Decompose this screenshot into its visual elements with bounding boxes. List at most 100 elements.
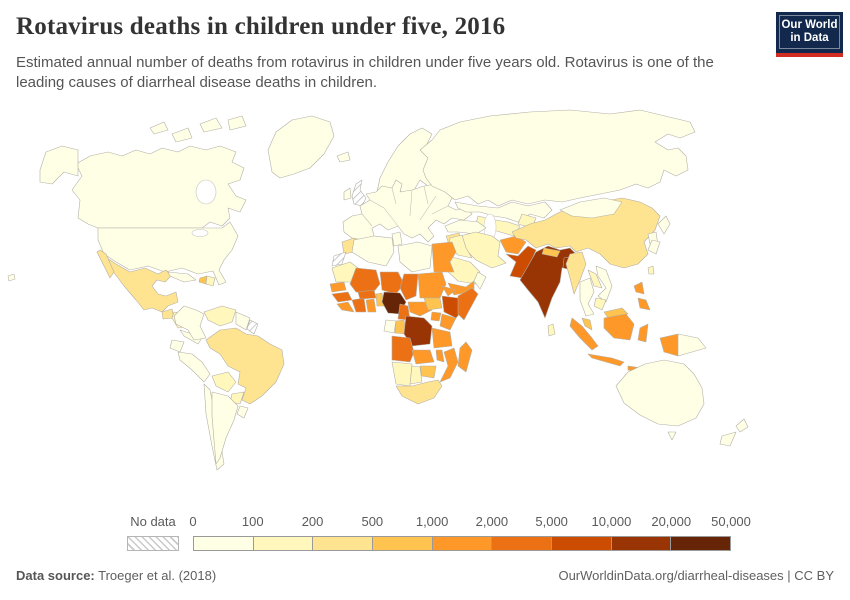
country-egypt[interactable] [431,241,457,273]
country-colombia[interactable] [173,305,207,341]
country-eritrea[interactable] [441,285,457,297]
country-canada-arctic[interactable] [171,127,193,143]
country-guyana-suriname[interactable] [235,311,251,331]
legend-bin[interactable] [313,537,374,550]
country-mexico[interactable] [103,255,179,313]
country-taiwan[interactable] [647,265,655,275]
country-dr-congo[interactable] [403,315,433,347]
country-alaska[interactable] [39,145,79,185]
country-canada[interactable] [71,145,247,229]
country-new-zealand[interactable] [719,431,737,447]
country-burkina-faso[interactable] [357,289,377,300]
country-uganda[interactable] [430,311,442,322]
legend-bin[interactable] [194,537,254,550]
country-kenya[interactable] [439,313,457,331]
legend-bin[interactable] [432,537,493,550]
country-mali[interactable] [349,267,381,295]
country-russia[interactable] [419,109,696,207]
country-french-guiana[interactable] [246,319,259,335]
country-indonesia-sumatra[interactable] [569,317,599,351]
legend-bin[interactable] [671,537,731,550]
country-greenland[interactable] [267,115,335,179]
country-cuba[interactable] [167,271,197,283]
country-indonesia-sulawesi[interactable] [637,323,649,343]
country-cambodia[interactable] [593,297,607,311]
country-angola[interactable] [391,335,415,363]
country-sierra-leone-liberia[interactable] [336,301,355,313]
country-peru[interactable] [177,351,211,383]
legend-bin[interactable] [373,537,433,550]
country-central-african-republic[interactable] [407,301,433,317]
country-south-africa[interactable] [395,379,443,405]
country-haiti[interactable] [198,275,208,285]
country-uruguay[interactable] [236,405,249,419]
country-algeria[interactable] [351,235,395,267]
country-malaysia-borneo[interactable] [603,307,629,319]
country-ecuador[interactable] [169,339,185,353]
country-philippines[interactable] [633,281,645,295]
country-mongolia[interactable] [559,197,623,219]
country-ireland[interactable] [343,187,352,201]
country-japan[interactable] [657,215,671,235]
country-thailand[interactable] [579,277,595,317]
country-malawi[interactable] [435,349,445,363]
country-iran[interactable] [459,231,507,269]
country-myanmar[interactable] [565,251,587,295]
country-turkey[interactable] [444,219,487,235]
country-senegal[interactable] [329,281,347,293]
country-venezuela[interactable] [203,305,237,327]
country-australia[interactable] [615,359,705,427]
country-hawaii[interactable] [7,273,16,282]
country-mozambique[interactable] [439,347,459,383]
country-kazakhstan[interactable] [454,201,553,223]
country-niger[interactable] [379,271,405,295]
country-nepal[interactable] [541,247,561,258]
country-indonesia-papua[interactable] [659,333,679,357]
country-laos[interactable] [587,269,603,289]
country-western-sahara[interactable] [331,251,347,267]
country-ghana[interactable] [365,298,377,313]
country-guinea[interactable] [331,291,353,303]
country-gabon[interactable] [383,319,397,334]
country-japan[interactable] [647,239,661,255]
legend-bin[interactable] [253,537,314,550]
country-indonesia-java[interactable] [587,353,625,367]
country-bolivia[interactable] [211,371,237,393]
country-united-kingdom[interactable] [351,179,367,207]
country-south-sudan[interactable] [423,297,443,311]
legend-bin[interactable] [552,537,612,550]
country-argentina[interactable] [211,391,239,465]
country-ivory-coast[interactable] [351,297,367,313]
country-mexico-baja[interactable] [96,249,115,279]
country-canada-arctic[interactable] [227,115,247,131]
legend-bin[interactable] [611,537,672,550]
legend-bin[interactable] [492,537,553,550]
country-botswana[interactable] [409,365,423,385]
owid-logo[interactable]: Our World in Data [776,12,843,57]
country-oman[interactable] [473,271,487,290]
country-sri-lanka[interactable] [547,323,556,337]
footer-credit[interactable]: OurWorldinData.org/diarrheal-diseases | … [558,568,834,583]
country-dominican-republic[interactable] [205,275,216,287]
country-zimbabwe[interactable] [419,365,437,379]
country-brazil[interactable] [205,327,285,405]
legend-no-data-swatch[interactable] [127,536,179,551]
country-tasmania[interactable] [667,431,677,441]
country-tunisia[interactable] [391,231,403,247]
country-iceland[interactable] [336,151,351,163]
country-canada-arctic[interactable] [199,117,223,133]
country-canada-arctic[interactable] [149,121,169,135]
country-indonesia-kalimantan[interactable] [603,313,635,341]
country-chad[interactable] [399,273,419,301]
country-madagascar[interactable] [457,341,473,373]
country-papua-new-guinea[interactable] [677,333,707,357]
country-malaysia[interactable] [581,317,593,331]
country-libya[interactable] [397,241,433,273]
country-sudan[interactable] [417,271,447,299]
country-tanzania[interactable] [431,327,453,349]
country-usa[interactable] [97,221,239,286]
country-somalia[interactable] [457,287,479,321]
country-new-zealand[interactable] [735,418,749,433]
country-afghanistan[interactable] [499,235,527,255]
country-namibia[interactable] [391,361,413,387]
